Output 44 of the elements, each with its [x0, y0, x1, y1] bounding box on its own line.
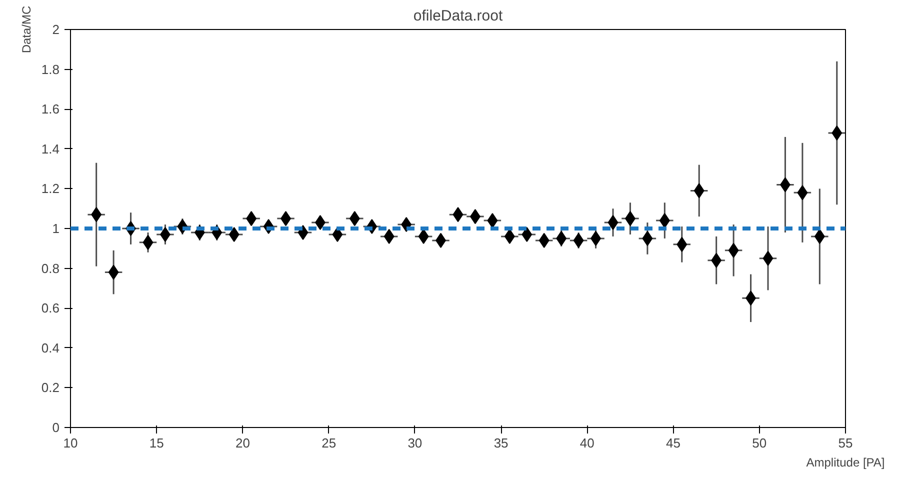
y-tick-label: 1.4 [41, 141, 60, 156]
point [108, 264, 119, 280]
x-tick-label: 20 [235, 436, 250, 450]
point [452, 207, 464, 222]
point [384, 228, 394, 244]
x-tick-label: 55 [838, 436, 853, 450]
x-tick-label: 25 [322, 436, 336, 450]
point [418, 228, 429, 244]
y-tick-label: 1.6 [41, 102, 60, 117]
y-tick-label: 0.4 [41, 340, 60, 356]
x-tick-label: 40 [580, 436, 594, 450]
y-tick-label: 0 [52, 420, 60, 435]
y-tick-label: 2 [52, 22, 60, 37]
point [676, 236, 688, 252]
point [522, 226, 532, 242]
y-tick-label: 0.8 [41, 260, 60, 276]
point [832, 125, 842, 140]
point [762, 250, 774, 266]
point [142, 234, 154, 250]
point [538, 232, 550, 248]
x-tick-label: 45 [666, 436, 681, 450]
point [694, 183, 704, 198]
point [608, 215, 618, 230]
y-axis-title: Data/MC [19, 5, 34, 54]
point [298, 224, 308, 240]
y-tick-label: 1 [52, 221, 60, 236]
y-tick-label: 0.6 [41, 300, 60, 316]
x-tick-label: 10 [63, 436, 78, 450]
y-tick-label: 0.2 [41, 380, 60, 396]
x-tick-label: 35 [494, 436, 508, 450]
point [642, 230, 653, 246]
x-axis-title: Amplitude [PA] [806, 456, 885, 470]
x-tick-label: 50 [752, 436, 767, 450]
x-tick-label: 30 [408, 436, 422, 450]
point [797, 185, 808, 200]
point [487, 213, 498, 228]
y-tick-label: 1.8 [41, 62, 60, 77]
x-tick-label: 15 [149, 436, 164, 450]
y-tick-label: 1.2 [41, 181, 60, 196]
chart-title: ofileData.root [413, 8, 504, 24]
point [728, 242, 739, 258]
point [228, 226, 240, 242]
point [332, 226, 343, 242]
point [573, 232, 584, 248]
